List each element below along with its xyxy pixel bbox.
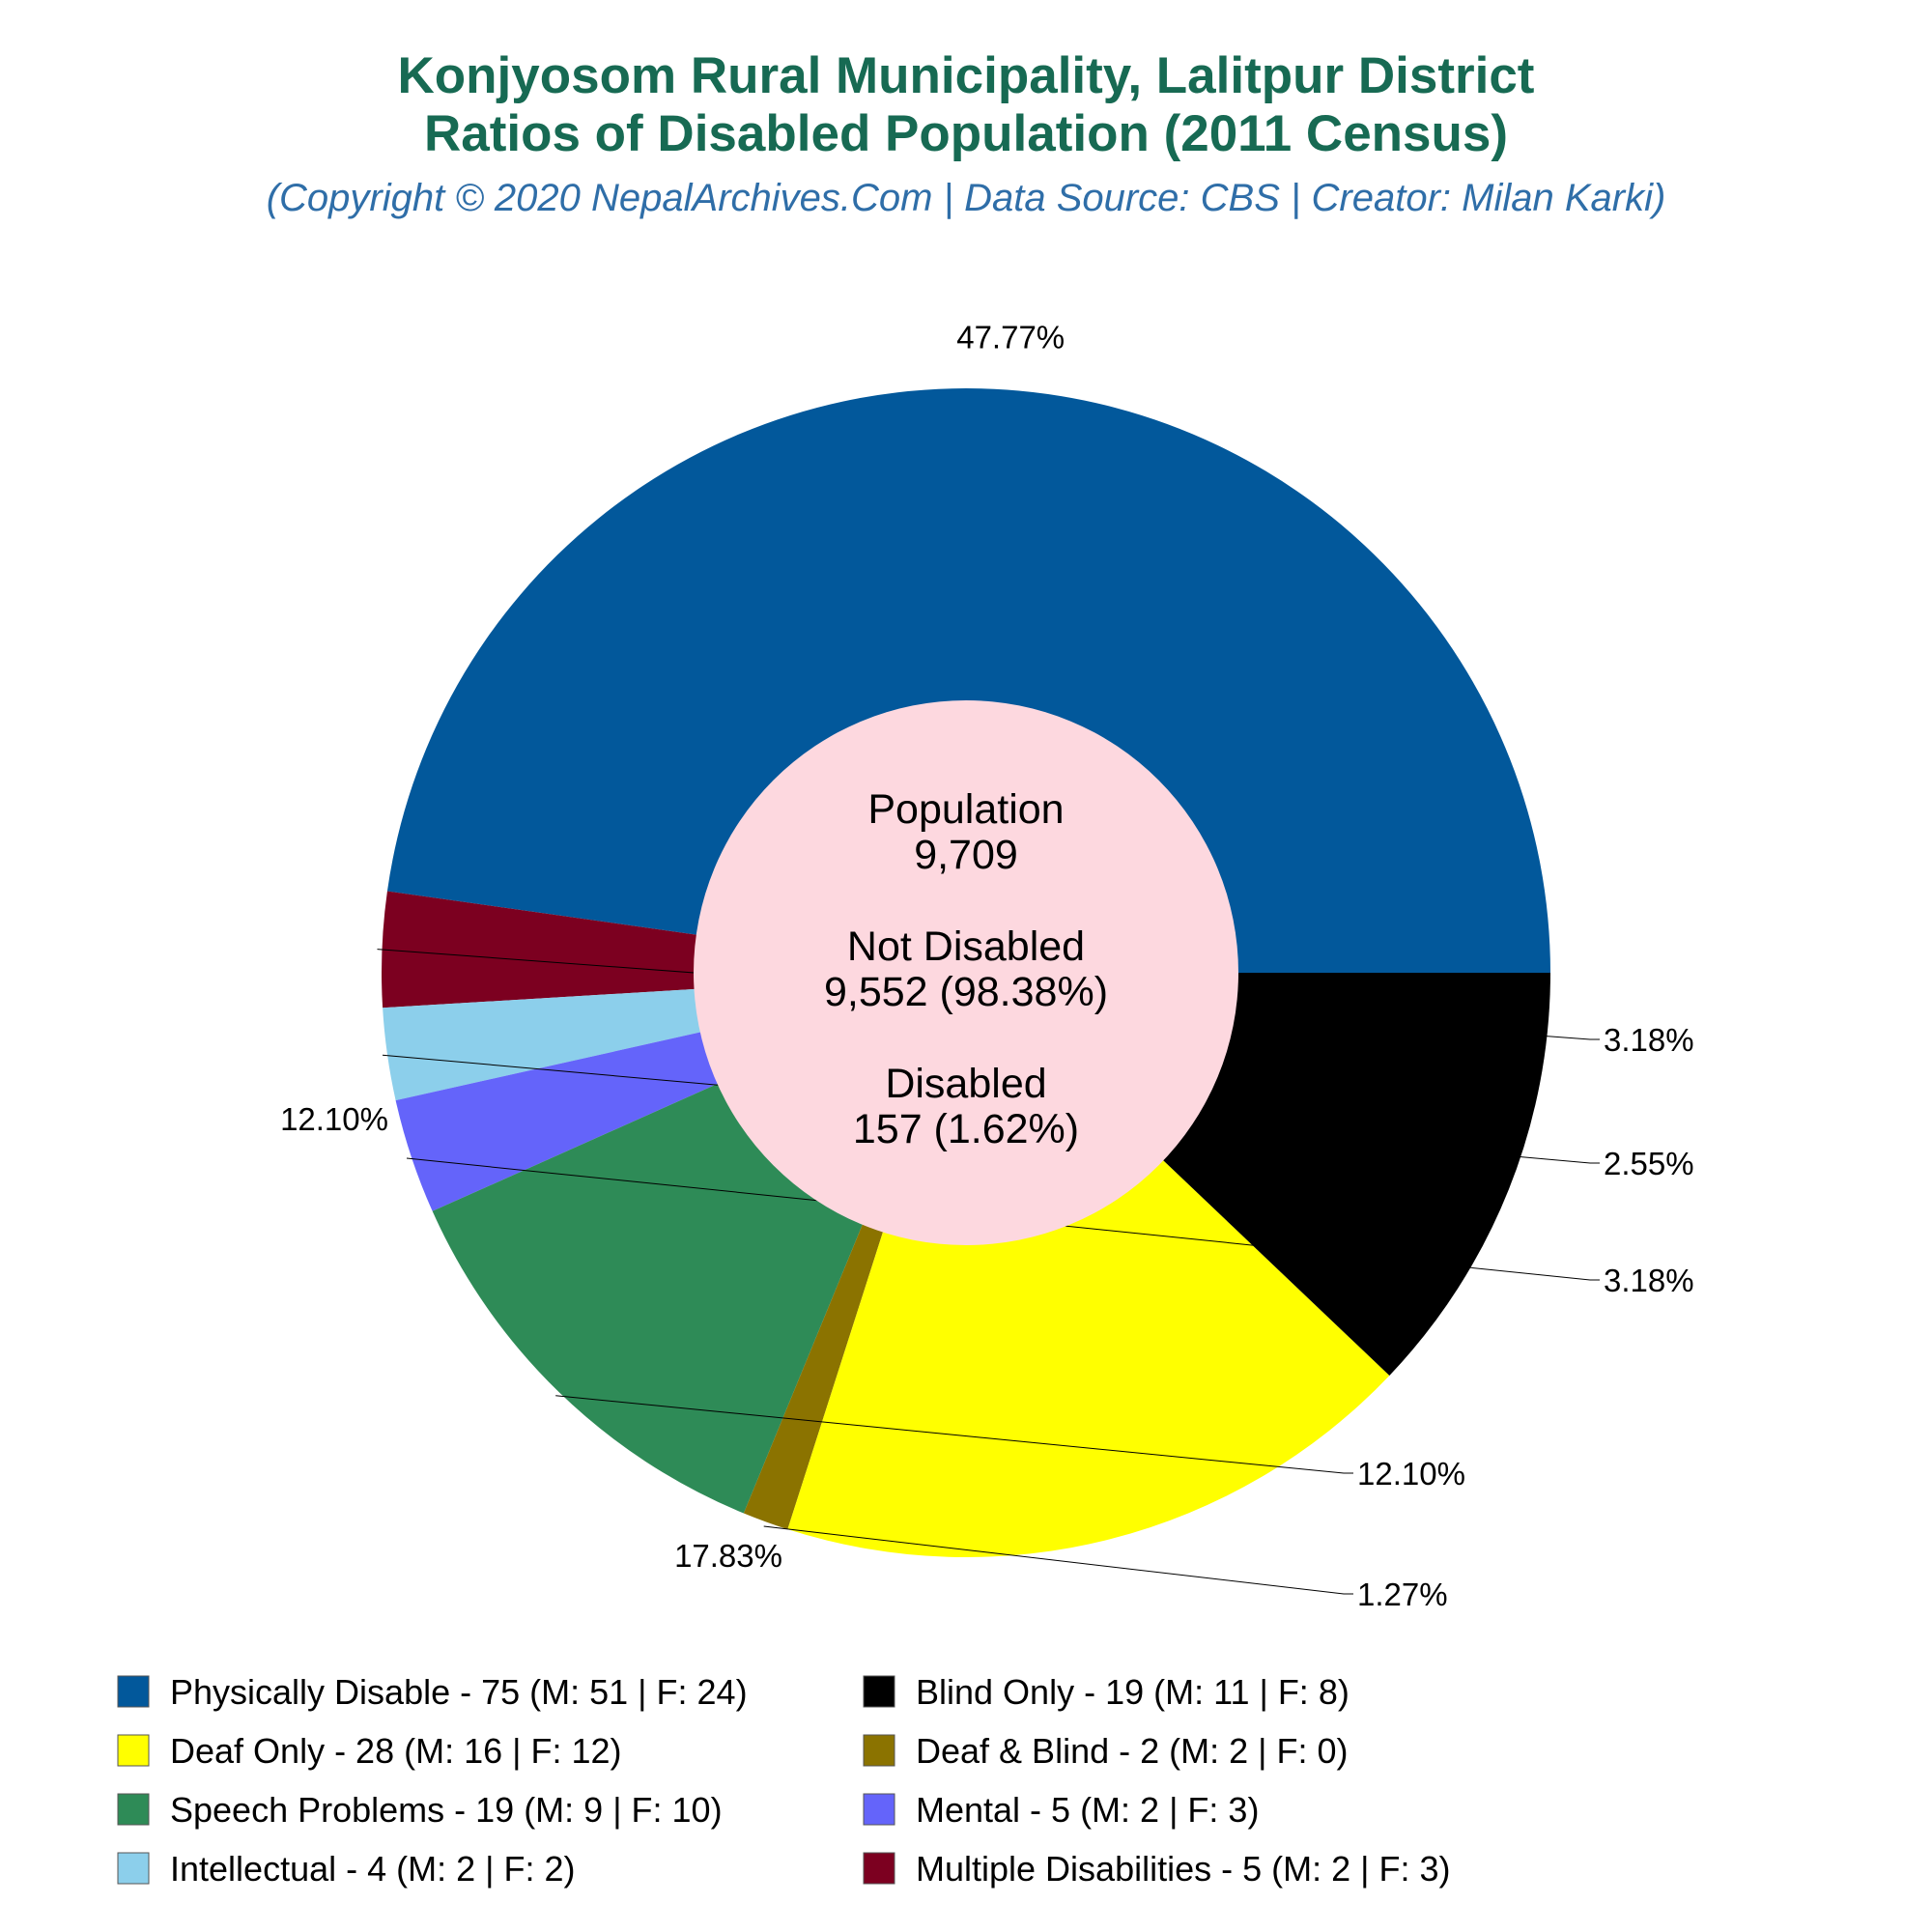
center-population-label: Population xyxy=(867,786,1064,833)
legend-swatch xyxy=(117,1675,150,1708)
chart-title-line2: Ratios of Disabled Population (2011 Cens… xyxy=(424,105,1508,162)
legend: Physically Disable - 75 (M: 51 | F: 24) B… xyxy=(117,1672,1450,1889)
legend-label: Speech Problems - 19 (M: 9 | F: 10) xyxy=(170,1790,723,1830)
legend-label: Mental - 5 (M: 2 | F: 3) xyxy=(916,1790,1259,1830)
center-not-disabled-label: Not Disabled xyxy=(847,923,1085,970)
leader-line xyxy=(406,1157,1600,1281)
center-not-disabled-value: 9,552 (98.38%) xyxy=(824,969,1108,1015)
legend-label: Intellectual - 4 (M: 2 | F: 2) xyxy=(170,1849,575,1889)
percent-label: 47.77% xyxy=(956,320,1065,355)
percent-label: 3.18% xyxy=(1604,1022,1694,1058)
center-disabled-label: Disabled xyxy=(885,1061,1046,1107)
percent-label: 3.18% xyxy=(1604,1263,1694,1298)
pie-slice xyxy=(386,388,1551,973)
chart-title: Konjyosom Rural Municipality, Lalitpur D… xyxy=(398,47,1535,104)
percent-label: 2.55% xyxy=(1604,1146,1694,1181)
center-population-value: 9,709 xyxy=(914,832,1018,878)
legend-swatch xyxy=(863,1852,895,1885)
leader-line xyxy=(555,1395,1353,1474)
pie-slices xyxy=(382,388,1551,1557)
center-disabled-value: 157 (1.62%) xyxy=(853,1106,1079,1152)
center-circle xyxy=(694,700,1238,1245)
legend-label: Deaf & Blind - 2 (M: 2 | F: 0) xyxy=(916,1731,1349,1771)
legend-label: Blind Only - 19 (M: 11 | F: 8) xyxy=(916,1672,1350,1712)
legend-swatch xyxy=(863,1793,895,1826)
legend-swatch xyxy=(863,1675,895,1708)
percent-label: 1.27% xyxy=(1357,1577,1448,1612)
leader-line xyxy=(763,1525,1353,1595)
legend-swatch xyxy=(117,1734,150,1767)
legend-swatch xyxy=(117,1852,150,1885)
percent-label: 12.10% xyxy=(280,1101,388,1137)
legend-label: Multiple Disabilities - 5 (M: 2 | F: 3) xyxy=(916,1849,1450,1889)
legend-swatch xyxy=(117,1793,150,1826)
legend-swatch xyxy=(863,1734,895,1767)
percent-label: 12.10% xyxy=(1357,1456,1465,1492)
chart-subtitle: (Copyright © 2020 NepalArchives.Com | Da… xyxy=(267,177,1666,219)
legend-label: Deaf Only - 28 (M: 16 | F: 12) xyxy=(170,1731,622,1771)
percent-label: 17.83% xyxy=(674,1538,782,1574)
legend-label: Physically Disable - 75 (M: 51 | F: 24) xyxy=(170,1672,748,1712)
percent-labels: 47.77% 3.18% 2.55% 3.18% 12.10% 1.27% 17.83% 12… xyxy=(280,320,1694,1612)
